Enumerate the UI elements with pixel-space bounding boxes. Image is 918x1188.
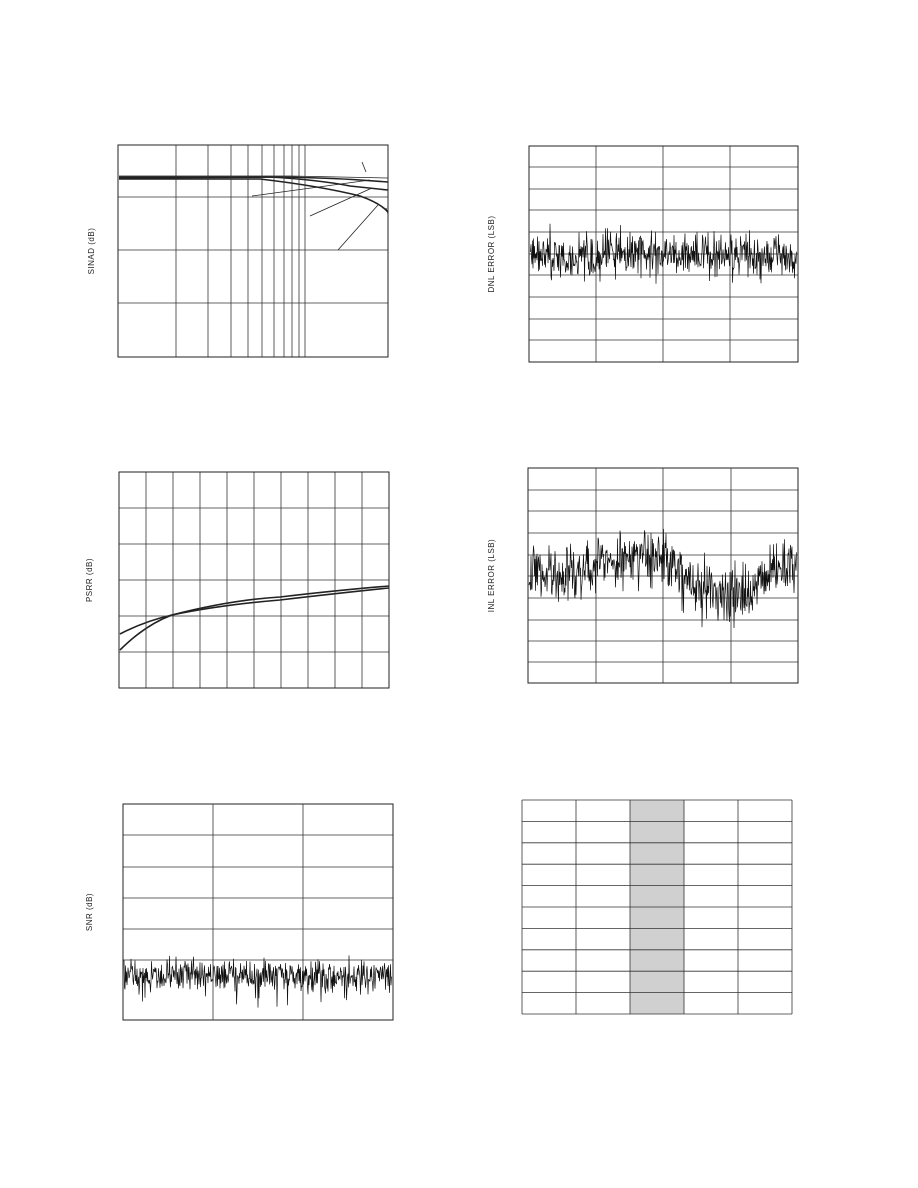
plot-frame (527, 467, 799, 684)
noise-trace (123, 955, 392, 1008)
y-axis-label: DNL ERROR (LSB) (487, 216, 496, 293)
psrr-curve (119, 585, 390, 651)
legend-area (290, 812, 390, 874)
plot-frame (118, 471, 390, 689)
plot-frame (528, 145, 799, 363)
psrr-curve (119, 587, 390, 635)
y-axis-label: SINAD (dB) (87, 228, 96, 275)
sinad-curve (119, 176, 389, 191)
noise-trace (528, 528, 797, 629)
plot-frame (117, 144, 389, 358)
noise-trace (530, 223, 797, 284)
y-axis-label: INL ERROR (LSB) (487, 539, 496, 612)
y-axis-label: PSRR (dB) (85, 558, 94, 602)
plots (118, 161, 684, 1014)
plot-frame (122, 803, 394, 1021)
sinad-curve (119, 178, 389, 213)
y-axis-label: SNR (dB) (85, 893, 94, 931)
annotation-arrow (251, 161, 389, 251)
